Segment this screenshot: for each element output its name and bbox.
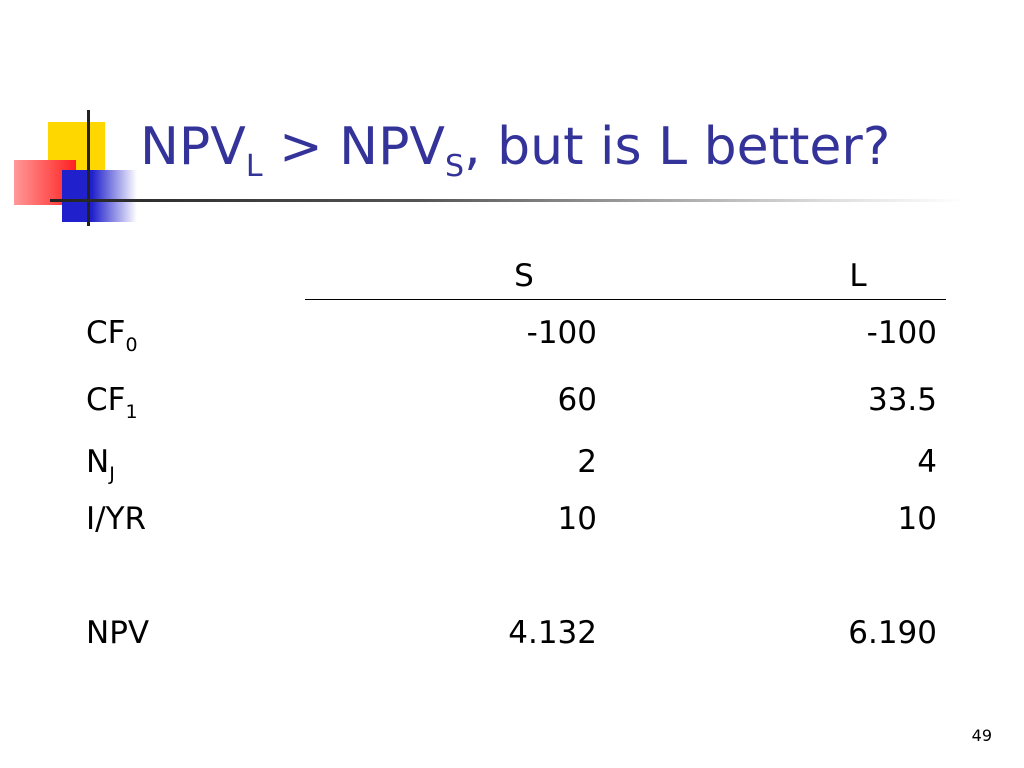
header-rule [305,299,946,300]
row-label-subscript: J [109,463,115,485]
title-rule [50,199,965,202]
column-header: L [849,258,867,294]
row-label: NPV [86,613,149,653]
title-subscript: S [445,149,465,184]
row-label-subscript: 1 [125,401,138,423]
row-label-text: I/YR [86,501,147,537]
row-label: I/YR [86,499,146,539]
title-subscript: L [245,149,263,184]
row-label-text: NPV [86,615,150,651]
row-label-text: CF [86,382,126,418]
row-label: CF1 [86,380,138,423]
cell-l: 4 [917,444,937,480]
row-label: NJ [86,442,115,485]
column-header: S [514,258,534,294]
cell-s: 2 [577,444,597,480]
row-label-subscript: 0 [125,334,138,356]
cell-s: 4.132 [508,615,597,651]
row-label-text: CF [86,315,126,351]
cell-l: 10 [897,501,937,537]
title-text: > NPV [262,117,446,177]
cell-l: -100 [866,315,937,351]
deco-vline [87,110,90,226]
row-label-text: N [86,444,110,480]
cell-l: 33.5 [867,382,937,418]
slide-title: NPVL > NPVS, but is L better? [140,112,890,182]
cell-s: -100 [526,315,597,351]
cell-s: 10 [557,501,597,537]
cell-s: 60 [557,382,597,418]
cell-l: 6.190 [848,615,937,651]
page-number: 49 [971,726,992,745]
deco-blue [62,170,137,222]
title-text: NPV [140,117,246,177]
title-text: , but is L better? [464,117,891,177]
row-label: CF0 [86,313,138,356]
